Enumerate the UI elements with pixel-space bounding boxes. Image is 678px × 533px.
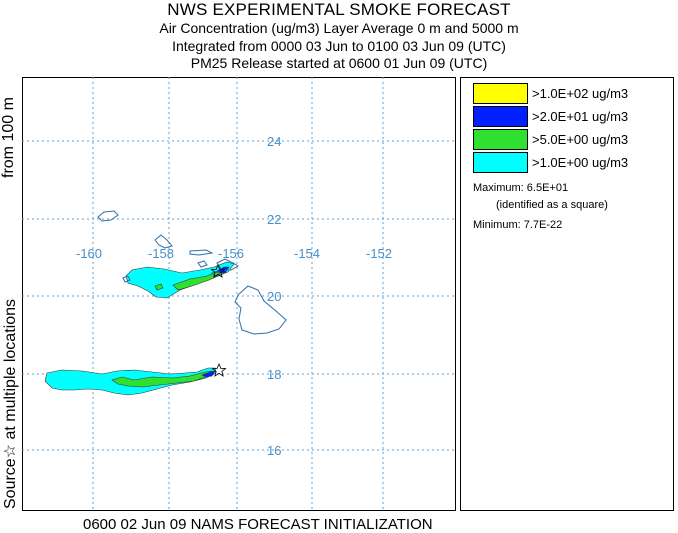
island-hawaii: [234, 285, 287, 335]
legend-panel: >1.0E+02 ug/m3 >2.0E+01 ug/m3 >5.0E+00 u…: [460, 77, 674, 511]
island-small-west: [122, 275, 131, 283]
legend-swatch-cyan: [473, 152, 528, 173]
legend-swatch-blue: [473, 106, 528, 127]
subtitle-integration: Integrated from 0000 03 Jun to 0100 03 J…: [172, 38, 506, 54]
source-star-icon: [211, 362, 227, 377]
coastlines: [97, 210, 287, 335]
lat-label: 16: [267, 443, 281, 458]
smoke-map: -160 -158 -156 -154 -152 24 22 20 18 16: [22, 77, 456, 511]
lat-label: 20: [267, 289, 281, 304]
subtitle-concentration: Air Concentration (ug/m3) Layer Average …: [159, 20, 519, 36]
smoke-plume-north: [125, 261, 235, 299]
legend-item: >5.0E+00 ug/m3: [473, 129, 628, 150]
forecast-initialization: 0600 02 Jun 09 NAMS FORECAST INITIALIZAT…: [83, 516, 433, 533]
legend-minimum: Minimum: 7.7E-22: [473, 219, 563, 231]
legend-label: >1.0E+02 ug/m3: [532, 86, 629, 101]
legend-maximum: Maximum: 6.5E+01: [473, 182, 569, 194]
source-star-icon: [210, 263, 226, 278]
lat-label: 24: [267, 134, 281, 149]
lat-label: 18: [267, 367, 281, 382]
legend-label: >2.0E+01 ug/m3: [532, 109, 629, 124]
side-label-height: from 100 m: [0, 97, 17, 178]
lat-label: 22: [267, 212, 281, 227]
lon-label: -160: [76, 246, 102, 261]
map-title: NWS EXPERIMENTAL SMOKE FORECAST: [167, 0, 511, 19]
island-kahoolawe: [211, 270, 221, 277]
island-lanai: [197, 260, 208, 268]
island-niihau: [97, 210, 119, 222]
legend-item: >1.0E+02 ug/m3: [473, 83, 628, 104]
legend-item: >1.0E+00 ug/m3: [473, 152, 628, 173]
smoke-plume-south: [44, 367, 217, 396]
lon-label: -154: [294, 246, 320, 261]
legend-label: >5.0E+00 ug/m3: [532, 132, 629, 147]
graticule-labels: -160 -158 -156 -154 -152 24 22 20 18 16: [76, 134, 392, 458]
plume-blue-south: [201, 370, 216, 378]
legend-swatch-green: [473, 129, 528, 150]
side-label-source: Source☆ at multiple locations: [2, 299, 19, 509]
plume-green-north-small: [154, 283, 164, 291]
subtitle-release: PM25 Release started at 0600 01 Jun 09 (…: [190, 55, 488, 71]
plume-cyan-north: [125, 261, 235, 299]
legend-item: >2.0E+01 ug/m3: [473, 106, 628, 127]
lon-label: -158: [148, 246, 174, 261]
legend-label: >1.0E+00 ug/m3: [532, 155, 629, 170]
island-molokai: [189, 249, 214, 256]
source-markers: [210, 263, 227, 377]
legend-max-note: (identified as a square): [496, 199, 608, 211]
lon-label: -152: [366, 246, 392, 261]
legend-swatch-yellow: [473, 83, 528, 104]
lon-label: -156: [218, 246, 244, 261]
island-oahu: [154, 234, 173, 249]
island-maui: [216, 258, 239, 271]
